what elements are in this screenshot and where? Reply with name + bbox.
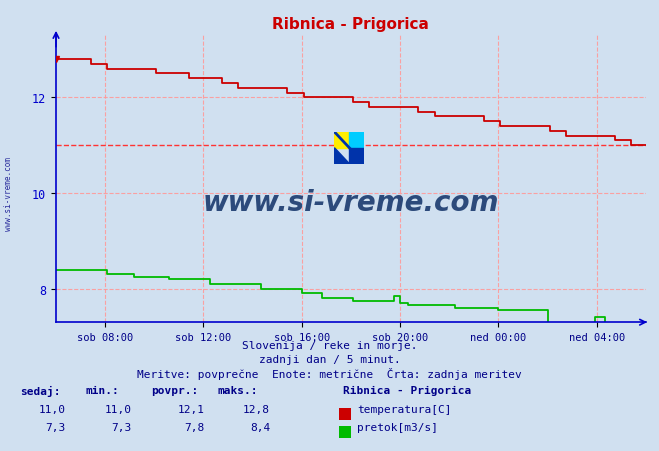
Text: Meritve: povprečne  Enote: metrične  Črta: zadnja meritev: Meritve: povprečne Enote: metrične Črta:… — [137, 368, 522, 380]
Text: 7,3: 7,3 — [45, 422, 66, 432]
Text: 12,1: 12,1 — [177, 404, 204, 414]
Bar — [349, 133, 364, 148]
Text: 11,0: 11,0 — [105, 404, 132, 414]
Text: www.si-vreme.com: www.si-vreme.com — [203, 188, 499, 216]
Text: maks.:: maks.: — [217, 386, 258, 396]
Text: 7,8: 7,8 — [184, 422, 204, 432]
Text: www.si-vreme.com: www.si-vreme.com — [4, 157, 13, 231]
Bar — [349, 148, 364, 164]
Text: temperatura[C]: temperatura[C] — [357, 404, 451, 414]
Text: 7,3: 7,3 — [111, 422, 132, 432]
Text: pretok[m3/s]: pretok[m3/s] — [357, 422, 438, 432]
Text: Ribnica - Prigorica: Ribnica - Prigorica — [343, 386, 471, 396]
Text: sedaj:: sedaj: — [20, 386, 60, 396]
Text: 11,0: 11,0 — [39, 404, 66, 414]
Text: min.:: min.: — [86, 386, 119, 396]
Polygon shape — [335, 148, 349, 164]
Text: 8,4: 8,4 — [250, 422, 270, 432]
Bar — [335, 133, 349, 148]
Text: 12,8: 12,8 — [243, 404, 270, 414]
Text: povpr.:: povpr.: — [152, 386, 199, 396]
Text: zadnji dan / 5 minut.: zadnji dan / 5 minut. — [258, 354, 401, 364]
Title: Ribnica - Prigorica: Ribnica - Prigorica — [272, 17, 430, 32]
Text: Slovenija / reke in morje.: Slovenija / reke in morje. — [242, 341, 417, 350]
